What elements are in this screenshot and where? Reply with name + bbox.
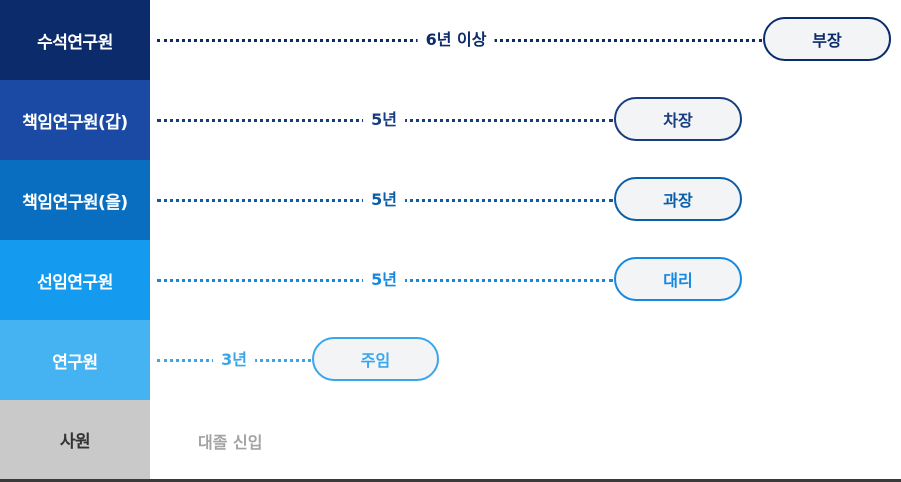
rank-label-senior-principal: 수석연구원 <box>0 0 150 80</box>
position-pill-juim: 주임 <box>312 337 439 381</box>
years-requirement: 5년 <box>363 190 405 210</box>
years-requirement: 5년 <box>363 270 405 290</box>
position-pill-chajang: 차장 <box>614 97 742 141</box>
position-pill-bujang: 부장 <box>763 17 891 61</box>
rank-label-staff: 사원 <box>0 400 150 479</box>
position-pill-daeri: 대리 <box>614 257 742 301</box>
bottom-border <box>0 479 901 482</box>
years-requirement: 6년 이상 <box>417 30 495 50</box>
years-requirement: 5년 <box>363 110 405 130</box>
rank-label-researcher: 연구원 <box>0 320 150 400</box>
rank-label-principal-b: 책임연구원(을) <box>0 160 150 240</box>
entry-level-note: 대졸 신입 <box>198 433 263 452</box>
years-requirement: 3년 <box>213 350 255 370</box>
rank-label-senior-researcher: 선임연구원 <box>0 240 150 320</box>
position-pill-gwajang: 과장 <box>614 177 742 221</box>
rank-label-principal-a: 책임연구원(갑) <box>0 80 150 160</box>
